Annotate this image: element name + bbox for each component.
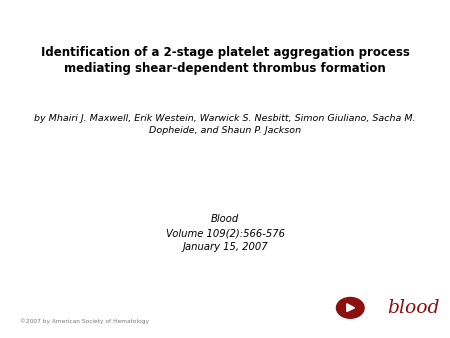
Text: Identification of a 2-stage platelet aggregation process
mediating shear-depende: Identification of a 2-stage platelet agg… [40,46,410,75]
Circle shape [337,297,364,318]
Polygon shape [347,304,355,312]
Text: Blood
Volume 109(2):566-576
January 15, 2007: Blood Volume 109(2):566-576 January 15, … [166,214,284,252]
Text: blood: blood [387,299,440,317]
Text: ©2007 by American Society of Hematology: ©2007 by American Society of Hematology [20,318,149,324]
Text: by Mhairi J. Maxwell, Erik Westein, Warwick S. Nesbitt, Simon Giuliano, Sacha M.: by Mhairi J. Maxwell, Erik Westein, Warw… [34,114,416,135]
